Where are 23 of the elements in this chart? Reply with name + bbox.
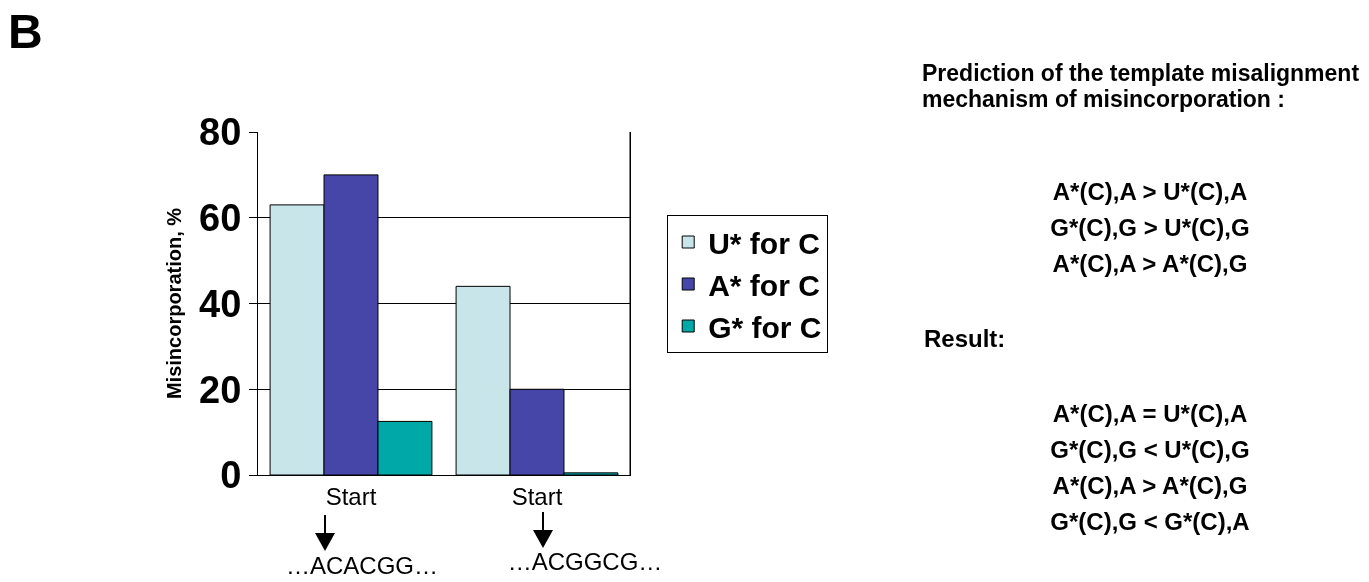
- text: Prediction of the template misalignment mechanism of misincorporation :: [922, 60, 1361, 113]
- text: A*(C),A > U*(C),A: [1052, 178, 1248, 206]
- y-tick-label: 80: [199, 111, 242, 154]
- legend-label: A* for C: [708, 268, 820, 302]
- x-tick-label: Start: [325, 482, 377, 510]
- text: A*(C),A > A*(C),G: [1052, 250, 1248, 278]
- text: G*(C),G < U*(C),G: [1050, 436, 1250, 464]
- y-tick-label: 40: [199, 282, 242, 325]
- text: A*(C),A = U*(C),A: [1052, 400, 1248, 428]
- text: G*(C),G > U*(C),G: [1050, 214, 1250, 242]
- y-tick-label: 60: [199, 197, 242, 240]
- y-tick-label: 0: [220, 454, 242, 497]
- text: A*(C),A > A*(C),G: [1052, 472, 1248, 500]
- text: Result:: [924, 325, 1006, 353]
- text: G*(C),G < G*(C),A: [1050, 508, 1250, 536]
- text: …ACGGCG…: [507, 548, 663, 576]
- y-axis-title: Misincorporation, %: [162, 207, 185, 400]
- text: B: [8, 4, 43, 59]
- legend-label: G* for C: [708, 310, 822, 344]
- x-tick-label: Start: [511, 482, 563, 510]
- text: …ACACGG…: [285, 552, 439, 580]
- y-tick-label: 20: [199, 368, 242, 411]
- legend-label: U* for C: [708, 226, 820, 260]
